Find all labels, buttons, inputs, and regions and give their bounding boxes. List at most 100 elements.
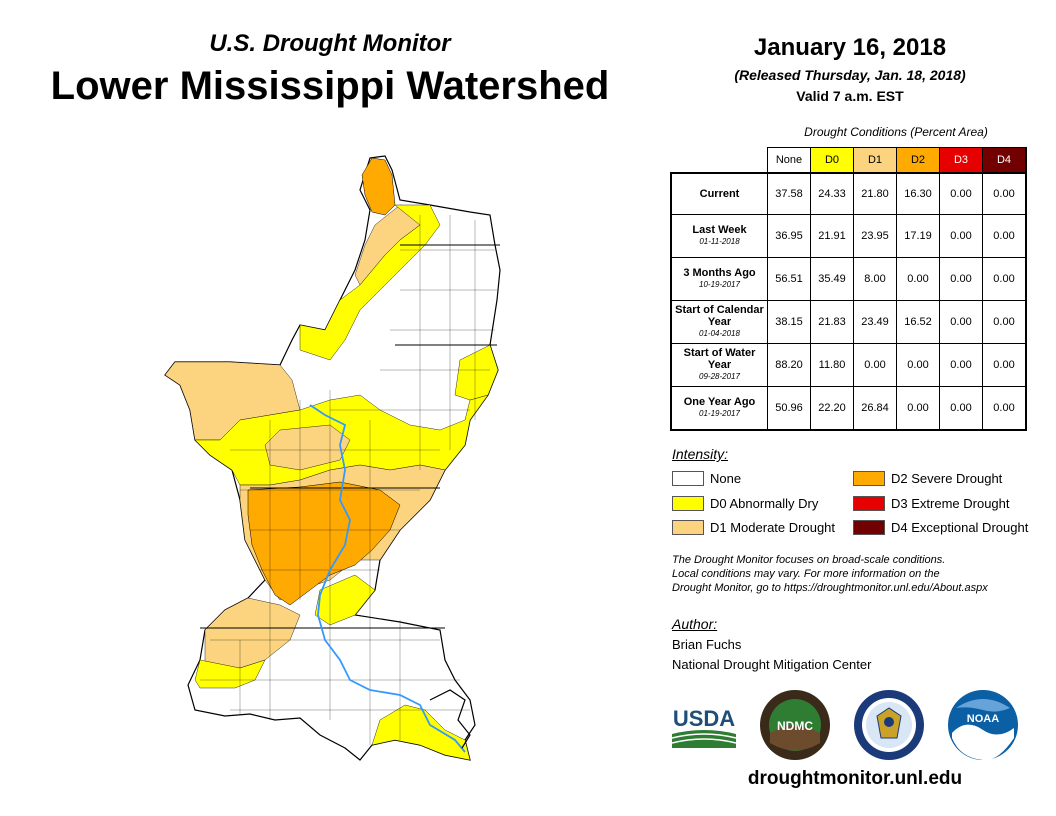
row-label: Last Week 01-11-2018 (670, 214, 768, 258)
table-row: One Year Ago 01-19-2017 50.96 22.20 26.84… (670, 386, 1027, 431)
table-cell: 21.91 (810, 214, 854, 258)
map-title: Lower Mississippi Watershed (50, 64, 610, 108)
d0-region-north (299, 204, 441, 361)
table-cell: 17.19 (896, 214, 940, 258)
table-cell: 0.00 (939, 300, 983, 344)
table-cell: 0.00 (896, 343, 940, 387)
d1-region-interior (264, 424, 351, 471)
legend-swatch (853, 471, 885, 486)
table-cell: 35.49 (810, 257, 854, 301)
disclaimer-note: The Drought Monitor focuses on broad-sca… (672, 554, 988, 594)
legend-label: None (710, 471, 742, 486)
table-cell: 22.20 (810, 386, 854, 431)
legend-swatch (853, 520, 885, 535)
col-header-none: None (767, 147, 811, 174)
legend-title: Intensity: (672, 446, 729, 462)
author-label: Author: (672, 616, 718, 632)
legend-item-d3: D3 Extreme Drought (853, 496, 1010, 511)
legend-item-none: None (672, 471, 741, 486)
mississippi-river (309, 404, 466, 753)
table-caption: Drought Conditions (Percent Area) (804, 125, 988, 139)
table-cell: 16.30 (896, 172, 940, 215)
table-cell: 56.51 (767, 257, 811, 301)
table-cell: 0.00 (982, 300, 1027, 344)
table-cell: 0.00 (982, 343, 1027, 387)
col-header-d3: D3 (939, 147, 983, 174)
row-label: One Year Ago 01-19-2017 (670, 386, 768, 431)
table-cell: 23.95 (853, 214, 897, 258)
d0-region-southwest (194, 659, 266, 689)
county-lines (200, 215, 497, 745)
table-cell: 0.00 (939, 386, 983, 431)
delta-coastline (429, 689, 471, 749)
table-cell: 0.00 (896, 257, 940, 301)
table-row: Current 37.58 24.33 21.80 16.30 0.00 0.0… (670, 172, 1027, 215)
release-date: (Released Thursday, Jan. 18, 2018) (734, 67, 966, 83)
legend-item-d0: D0 Abnormally Dry (672, 496, 818, 511)
legend-item-d1: D1 Moderate Drought (672, 520, 835, 535)
ndmc-logo: NDMC (760, 690, 830, 760)
table-cell: 26.84 (853, 386, 897, 431)
drought-map (164, 155, 501, 761)
table-cell: 37.58 (767, 172, 811, 215)
legend-swatch (853, 496, 885, 511)
map-date: January 16, 2018 (753, 34, 947, 61)
legend-item-d2: D2 Severe Drought (853, 471, 1002, 486)
row-label: 3 Months Ago 10-19-2017 (670, 257, 768, 301)
legend-swatch (672, 471, 704, 486)
legend-swatch (672, 520, 704, 535)
table-cell: 0.00 (939, 172, 983, 215)
state-boundaries (200, 244, 500, 629)
table-cell: 36.95 (767, 214, 811, 258)
svg-text:NOAA: NOAA (967, 713, 999, 725)
table-cell: 0.00 (896, 386, 940, 431)
table-cell: 21.80 (853, 172, 897, 215)
table-cell: 0.00 (982, 386, 1027, 431)
legend-swatch (672, 496, 704, 511)
table-cell: 0.00 (853, 343, 897, 387)
table-cell: 50.96 (767, 386, 811, 431)
commerce-seal-logo (854, 690, 924, 760)
table-cell: 8.00 (853, 257, 897, 301)
table-cell: 0.00 (982, 257, 1027, 301)
table-cell: 0.00 (982, 214, 1027, 258)
row-label: Start of Calendar Year 01-04-2018 (670, 300, 768, 344)
legend-label: D3 Extreme Drought (891, 496, 1010, 511)
table-row: Start of Water Year 09-28-2017 88.20 11.8… (670, 343, 1027, 387)
legend-item-d4: D4 Exceptional Drought (853, 520, 1028, 535)
svg-text:NDMC: NDMC (777, 719, 813, 733)
table-cell: 24.33 (810, 172, 854, 215)
valid-time: Valid 7 a.m. EST (796, 88, 904, 104)
table-cell: 0.00 (939, 214, 983, 258)
legend-label: D4 Exceptional Drought (891, 520, 1029, 535)
legend-label: D1 Moderate Drought (710, 520, 836, 535)
table-row: 3 Months Ago 10-19-2017 56.51 35.49 8.00 … (670, 257, 1027, 301)
noaa-logo: NOAA (948, 690, 1018, 761)
svg-text:USDA: USDA (673, 706, 735, 731)
author-org: National Drought Mitigation Center (672, 657, 872, 672)
col-header-d2: D2 (896, 147, 940, 174)
drought-conditions-table: None D0 D1 D2 D3 D4 Current 37.58 24.33 … (670, 147, 1027, 431)
table-cell: 0.00 (982, 172, 1027, 215)
table-row: Start of Calendar Year 01-04-2018 38.15 2… (670, 300, 1027, 344)
author-name: Brian Fuchs (672, 637, 742, 652)
table-row: Last Week 01-11-2018 36.95 21.91 23.95 17… (670, 214, 1027, 258)
col-header-d0: D0 (810, 147, 854, 174)
table-cell: 0.00 (939, 257, 983, 301)
table-cell: 21.83 (810, 300, 854, 344)
table-cell: 23.49 (853, 300, 897, 344)
usda-logo: USDA (671, 706, 737, 748)
table-cell: 11.80 (810, 343, 854, 387)
table-cell: 88.20 (767, 343, 811, 387)
table-cell: 38.15 (767, 300, 811, 344)
row-label: Current (670, 172, 768, 215)
table-cell: 0.00 (939, 343, 983, 387)
legend-label: D2 Severe Drought (891, 471, 1003, 486)
website-url[interactable]: droughtmonitor.unl.edu (747, 768, 963, 789)
map-subtitle: U.S. Drought Monitor (209, 30, 451, 57)
legend-label: D0 Abnormally Dry (710, 496, 819, 511)
table-header-row: None D0 D1 D2 D3 D4 (671, 147, 1027, 174)
col-header-d4: D4 (982, 147, 1027, 174)
table-cell: 16.52 (896, 300, 940, 344)
row-label: Start of Water Year 09-28-2017 (670, 343, 768, 387)
